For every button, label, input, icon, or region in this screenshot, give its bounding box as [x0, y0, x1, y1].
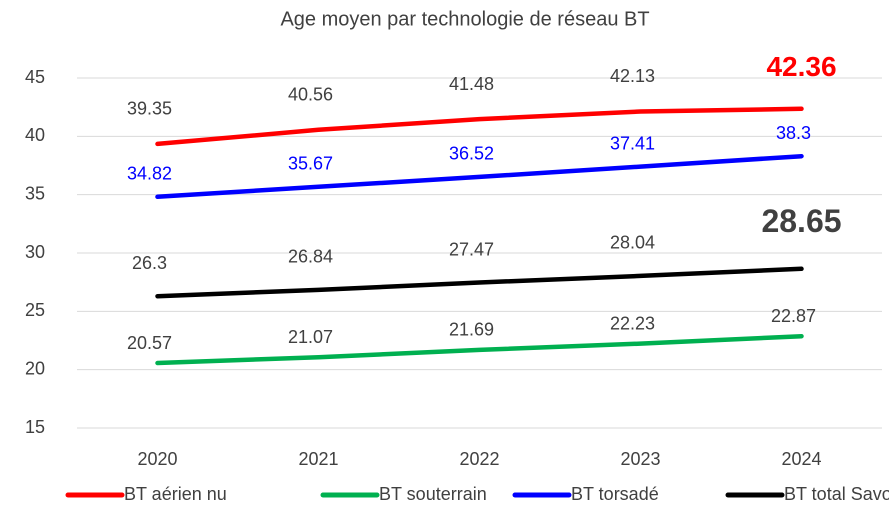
data-label: 26.84 [288, 247, 333, 267]
legend-label: BT souterrain [379, 484, 487, 504]
series-line [155, 106, 804, 147]
data-label: 42.13 [610, 66, 655, 86]
legend-label: BT aérien nu [124, 484, 227, 504]
data-label: 39.35 [127, 99, 172, 119]
data-label: 36.52 [449, 144, 494, 164]
data-label: 38.3 [776, 123, 811, 143]
x-tick-label: 2021 [298, 449, 338, 469]
series-line [155, 333, 804, 366]
data-label: 42.36 [766, 51, 836, 82]
legend-item: BT total Savoie [725, 484, 889, 504]
data-label: 27.47 [449, 239, 494, 259]
data-label: 21.07 [288, 327, 333, 347]
legend-label: BT total Savoie [784, 484, 889, 504]
y-tick-label: 15 [25, 417, 45, 437]
data-label: 22.87 [771, 306, 816, 326]
series-line [155, 153, 804, 200]
data-label: 22.23 [610, 313, 655, 333]
chart-title: Age moyen par technologie de réseau BT [280, 8, 649, 30]
y-tick-label: 30 [25, 242, 45, 262]
legend-item: BT souterrain [320, 484, 487, 504]
data-label: 34.82 [127, 164, 172, 184]
data-label: 41.48 [449, 74, 494, 94]
data-label: 20.57 [127, 333, 172, 353]
x-tick-label: 2024 [781, 449, 821, 469]
data-label: 40.56 [288, 85, 333, 105]
data-label: 35.67 [288, 154, 333, 174]
x-tick-label: 2020 [137, 449, 177, 469]
y-tick-label: 25 [25, 300, 45, 320]
legend-item: BT aérien nu [65, 484, 227, 504]
series-line [155, 266, 804, 299]
data-label: 37.41 [610, 133, 655, 153]
data-label: 26.3 [132, 253, 167, 273]
legend-label: BT torsadé [571, 484, 659, 504]
legend-item: BT torsadé [512, 484, 659, 504]
data-label: 28.65 [761, 203, 841, 239]
x-tick-label: 2022 [459, 449, 499, 469]
y-tick-label: 40 [25, 125, 45, 145]
data-label: 28.04 [610, 233, 655, 253]
y-tick-label: 45 [25, 67, 45, 87]
x-tick-label: 2023 [620, 449, 660, 469]
data-label: 21.69 [449, 320, 494, 340]
y-tick-label: 20 [25, 358, 45, 378]
y-tick-label: 35 [25, 183, 45, 203]
